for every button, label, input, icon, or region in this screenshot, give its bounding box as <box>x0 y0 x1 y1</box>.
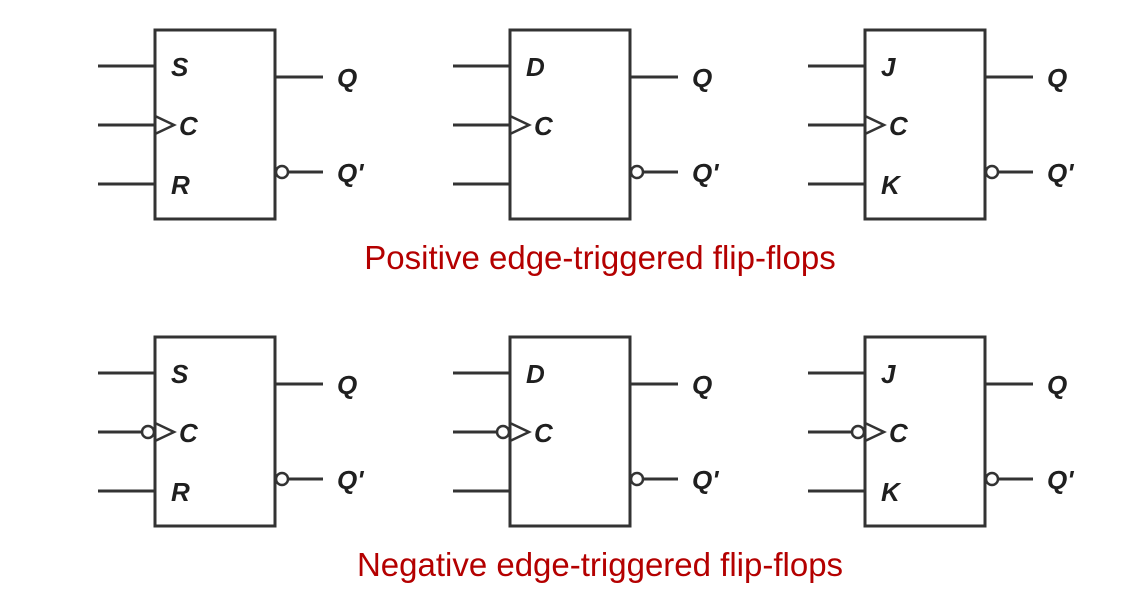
output-label-q-bar: Q' <box>1047 158 1074 188</box>
pin-label-input: R <box>171 477 190 507</box>
negative-edge-caption: Negative edge-triggered flip-flops <box>356 546 844 583</box>
clock-triangle-icon <box>509 421 532 443</box>
pin-label-input: D <box>526 52 545 82</box>
pin-label-input: S <box>171 359 189 389</box>
clock-triangle-icon <box>154 114 177 136</box>
flipflop-jk-negative: JCK Q Q' <box>808 335 1074 528</box>
output-inversion-bubble <box>629 164 645 180</box>
pin-label-clock: C <box>534 111 554 141</box>
clock-triangle-icon <box>154 421 177 443</box>
clock-inversion-bubble <box>495 424 511 440</box>
pin-label-input: J <box>881 52 896 82</box>
clock-inversion-bubble <box>140 424 156 440</box>
output-label-q: Q <box>1047 370 1067 400</box>
pin-label-clock: C <box>179 111 199 141</box>
output-label-q-bar: Q' <box>1047 465 1074 495</box>
clock-triangle-icon <box>864 114 887 136</box>
flipflop-jk-positive: JCK Q Q' <box>808 28 1074 221</box>
output-inversion-bubble <box>274 164 290 180</box>
clock-inversion-bubble <box>850 424 866 440</box>
clock-triangle-icon <box>509 114 532 136</box>
flipflop-d-positive: DC Q Q' <box>453 28 719 221</box>
pin-label-input: D <box>526 359 545 389</box>
output-label-q: Q <box>692 63 712 93</box>
pin-label-input: J <box>881 359 896 389</box>
flipflop-sr-positive: SCR Q Q' <box>98 28 364 221</box>
clock-triangle-icon <box>864 421 887 443</box>
pin-label-clock: C <box>179 418 199 448</box>
pin-label-input: S <box>171 52 189 82</box>
pin-label-input: K <box>881 170 902 200</box>
output-label-q-bar: Q' <box>692 158 719 188</box>
pin-label-clock: C <box>534 418 554 448</box>
positive-edge-caption: Positive edge-triggered flip-flops <box>364 239 836 276</box>
output-inversion-bubble <box>274 471 290 487</box>
output-label-q: Q <box>692 370 712 400</box>
output-label-q-bar: Q' <box>337 158 364 188</box>
pin-label-input: R <box>171 170 190 200</box>
output-label-q-bar: Q' <box>692 465 719 495</box>
flipflop-d-negative: DC Q Q' <box>453 335 719 528</box>
pin-label-clock: C <box>889 418 909 448</box>
output-label-q: Q <box>337 63 357 93</box>
output-label-q: Q <box>1047 63 1067 93</box>
output-inversion-bubble <box>984 164 1000 180</box>
flipflop-sr-negative: SCR Q Q' <box>98 335 364 528</box>
output-inversion-bubble <box>629 471 645 487</box>
pin-label-clock: C <box>889 111 909 141</box>
pin-label-input: K <box>881 477 902 507</box>
output-label-q-bar: Q' <box>337 465 364 495</box>
output-inversion-bubble <box>984 471 1000 487</box>
output-label-q: Q <box>337 370 357 400</box>
